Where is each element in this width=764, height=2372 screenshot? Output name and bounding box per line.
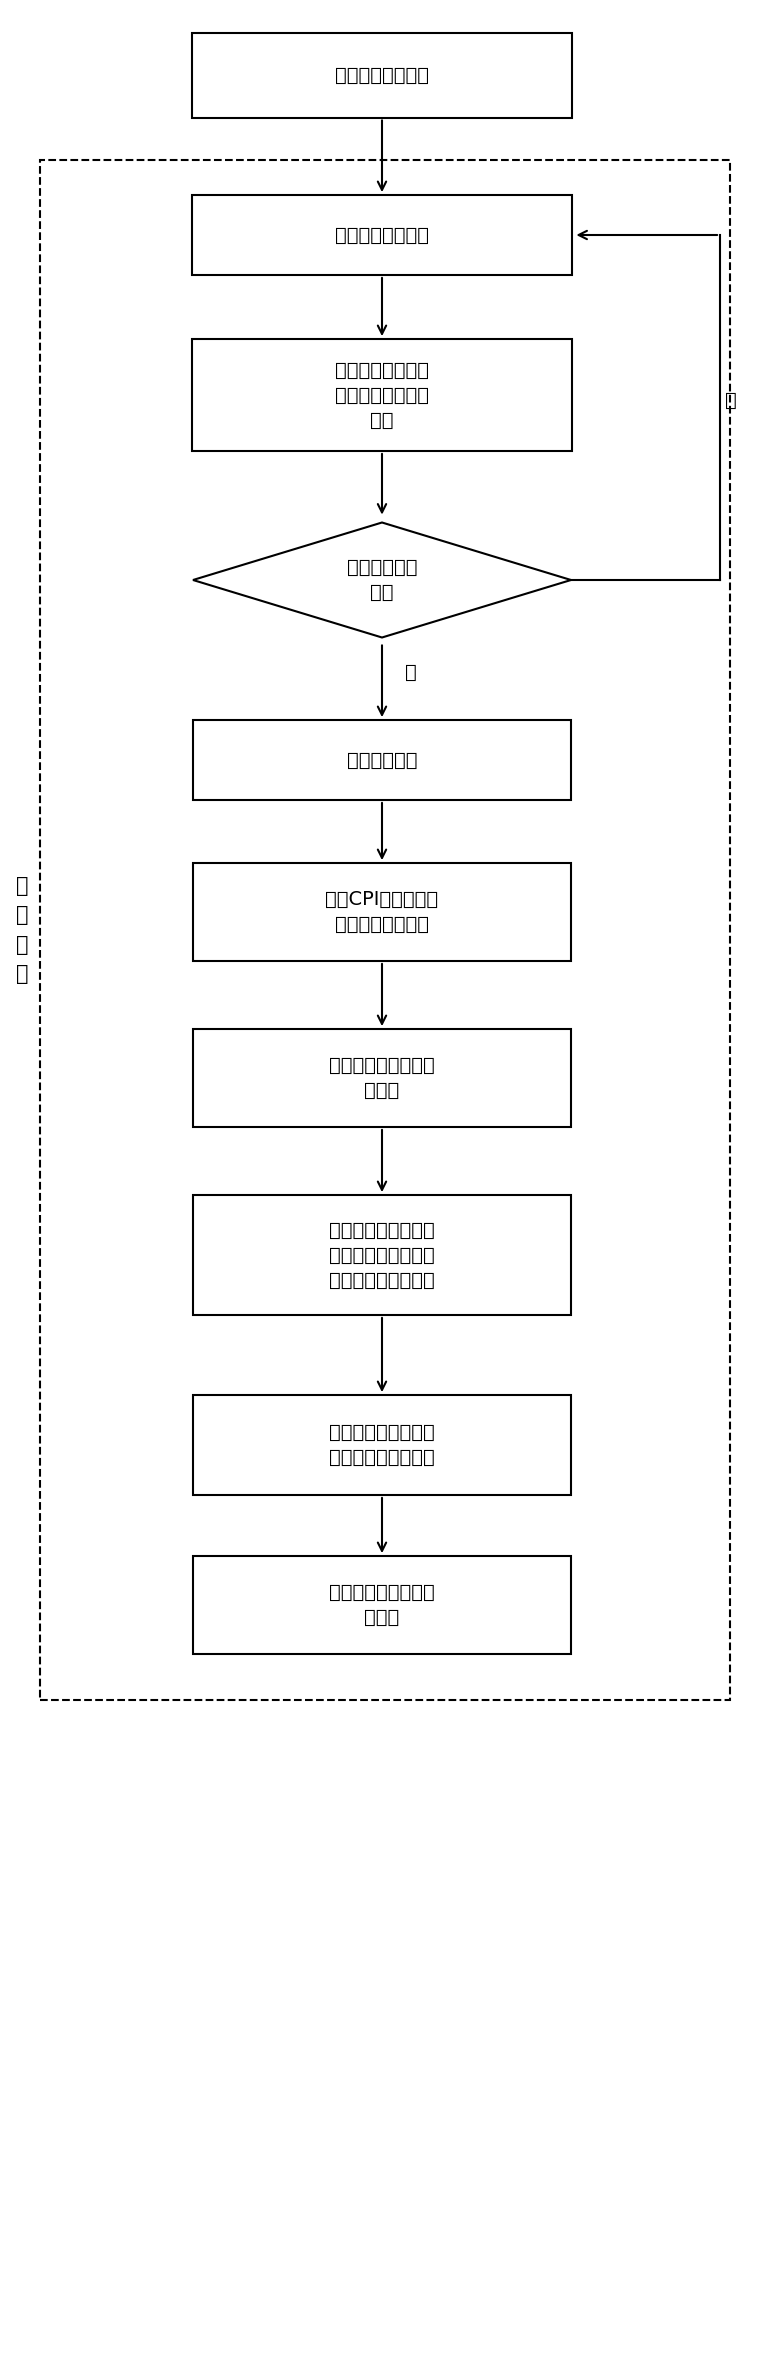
FancyBboxPatch shape — [193, 721, 571, 799]
Text: 符合脉压主副
瓣比: 符合脉压主副 瓣比 — [347, 557, 417, 602]
Text: 寻找下一波位数据: 寻找下一波位数据 — [335, 225, 429, 244]
Polygon shape — [193, 522, 571, 638]
Text: 是: 是 — [405, 662, 416, 681]
Text: 点
迹
凝
聚: 点 迹 凝 聚 — [16, 875, 28, 984]
Text: 同一CPI同一距离单
元不同波位间选大: 同一CPI同一距离单 元不同波位间选大 — [325, 890, 439, 935]
Text: 利用和差波束垂直波
束测高: 利用和差波束垂直波 束测高 — [329, 1056, 435, 1101]
Text: 按单目标在距离上
找出幅度最大的峰
值点: 按单目标在距离上 找出幅度最大的峰 值点 — [335, 361, 429, 429]
FancyBboxPatch shape — [193, 1395, 571, 1494]
Text: 野值剔除后的点迹: 野值剔除后的点迹 — [335, 66, 429, 85]
FancyBboxPatch shape — [193, 863, 571, 961]
Text: 按照波束的方位宽度
对目标进行方位分辨: 按照波束的方位宽度 对目标进行方位分辨 — [329, 1423, 435, 1466]
Text: 凝聚后三坐标凝聚点
迹输出: 凝聚后三坐标凝聚点 迹输出 — [329, 1582, 435, 1627]
FancyBboxPatch shape — [192, 195, 572, 275]
FancyBboxPatch shape — [193, 1556, 571, 1653]
FancyBboxPatch shape — [193, 1029, 571, 1127]
Text: 距离分辨处理: 距离分辨处理 — [347, 750, 417, 769]
FancyBboxPatch shape — [192, 33, 572, 119]
FancyBboxPatch shape — [193, 1195, 571, 1314]
Text: 利用波束相关准则查
找目标的起始结束方
位并进行质心法凝聚: 利用波束相关准则查 找目标的起始结束方 位并进行质心法凝聚 — [329, 1222, 435, 1290]
FancyBboxPatch shape — [192, 339, 572, 451]
Text: 否: 否 — [725, 391, 736, 410]
